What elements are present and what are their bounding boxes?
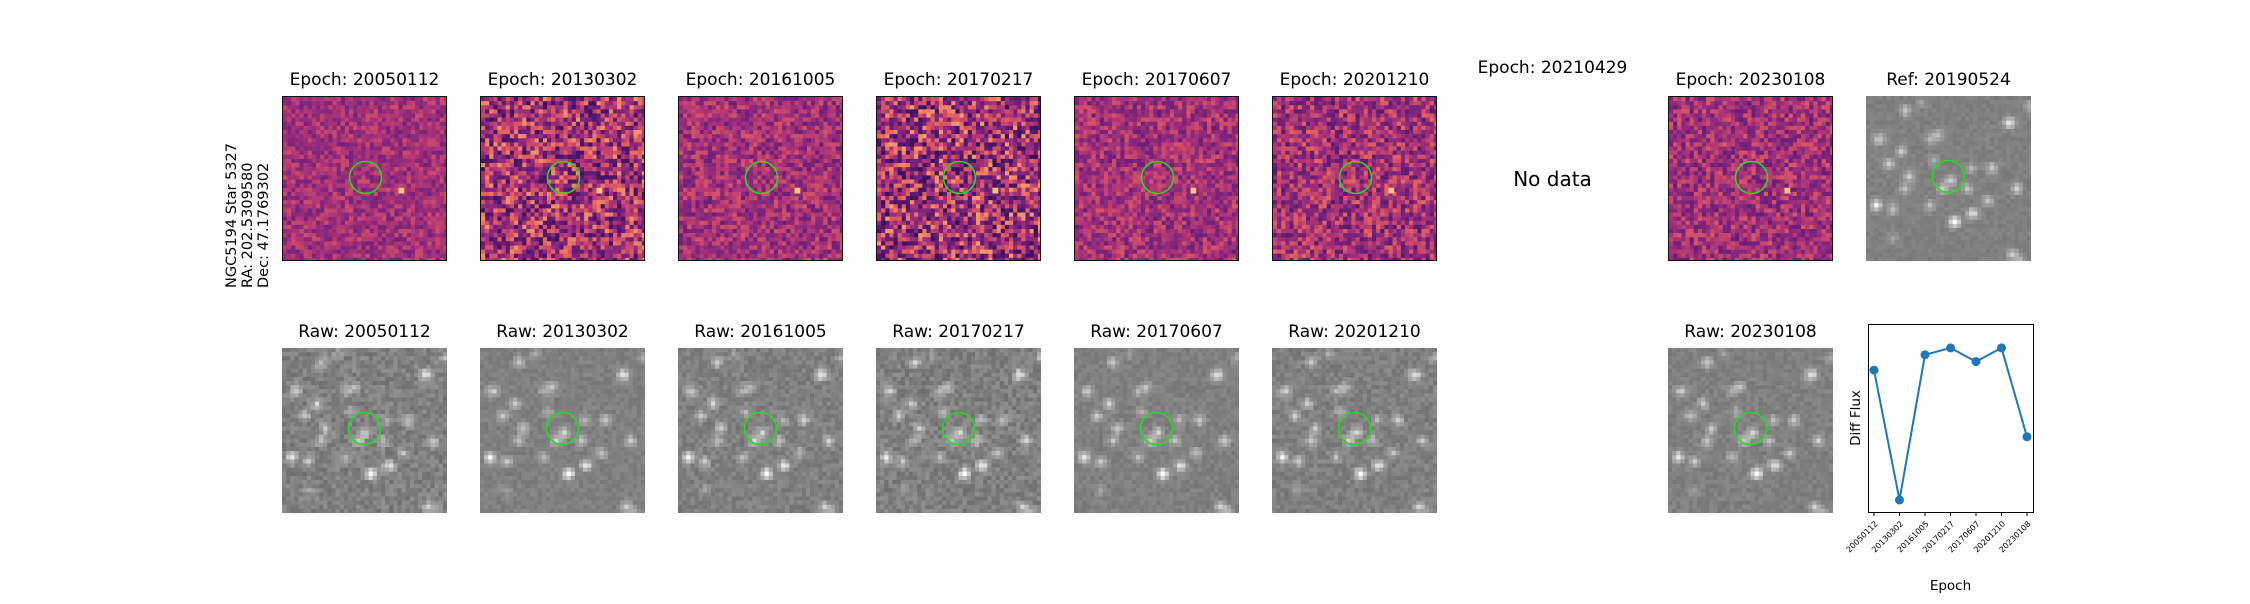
row-label-object: NGC5194 Star 5327 [224,143,240,288]
raw-panel-title: Raw: 20201210 [1288,322,1421,342]
difference-panel-image [678,96,843,261]
row-label: NGC5194 Star 5327 RA: 202.5309580 Dec: 4… [224,176,244,286]
difference-panel-title: Epoch: 20161005 [686,70,836,90]
raw-panel-title: Raw: 20170217 [892,322,1025,342]
difference-panel-image [282,96,447,261]
difference-panel-title: Epoch: 20050112 [290,70,440,90]
difference-panel-title: Epoch: 20170217 [884,70,1034,90]
difference-panel-title: Epoch: 20210429 [1478,58,1628,78]
raw-panel-image [1272,348,1437,513]
raw-panel-image [1074,348,1239,513]
reference-panel-image [1866,96,2031,261]
raw-panel-title: Raw: 20230108 [1684,322,1817,342]
data-point [2023,432,2032,441]
raw-panel-title: Raw: 20170607 [1090,322,1223,342]
difference-panel-title: Epoch: 20201210 [1280,70,1430,90]
raw-panel-image [678,348,843,513]
data-point [1997,343,2006,352]
y-axis-label: Diff Flux [1848,390,1864,446]
raw-panel-image [282,348,447,513]
difference-panel-title: Epoch: 20230108 [1676,70,1826,90]
x-axis-label: Epoch [1930,578,1971,594]
raw-panel-image [876,348,1041,513]
raw-panel-image [1668,348,1833,513]
reference-panel-title: Ref: 20190524 [1886,70,2011,90]
difference-panel-image [1272,96,1437,261]
difference-panel-image [1074,96,1239,261]
no-data-label: No data [1513,167,1592,191]
difference-panel-image [480,96,645,261]
data-point [1921,350,1930,359]
raw-panel-title: Raw: 20130302 [496,322,629,342]
difference-panel-image [876,96,1041,261]
data-point [1870,366,1879,375]
light-curve-chart: 2005011220130302201610052017021720170607… [1868,324,2048,604]
difference-panel-image [1668,96,1833,261]
difference-panel-title: Epoch: 20130302 [488,70,638,90]
data-point [1946,343,1955,352]
data-point [1895,496,1904,505]
chart-frame [1869,325,2034,513]
row-label-ra: RA: 202.5309580 [240,162,256,288]
difference-panel-title: Epoch: 20170607 [1082,70,1232,90]
raw-panel-title: Raw: 20161005 [694,322,827,342]
row-label-dec: Dec: 47.1769302 [256,163,272,288]
raw-panel-title: Raw: 20050112 [298,322,431,342]
raw-panel-image [480,348,645,513]
data-point [1972,357,1981,366]
